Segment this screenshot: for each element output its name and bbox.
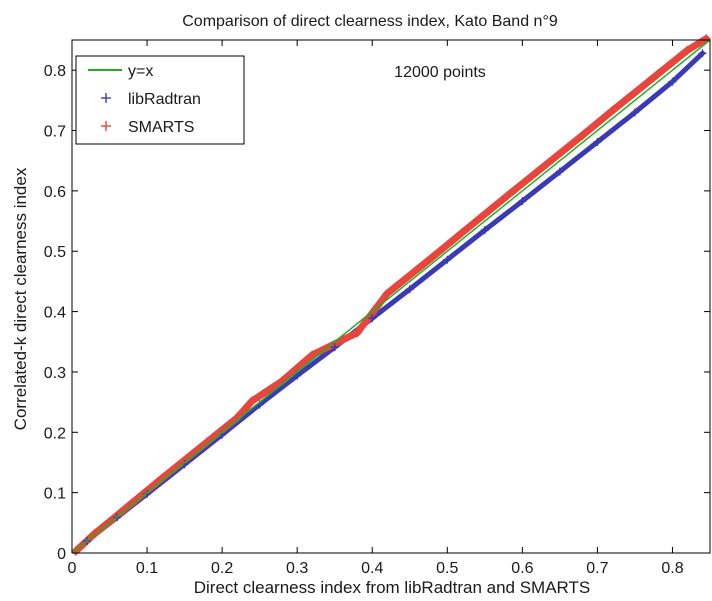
y-axis-label: Correlated-k direct clearness index: [11, 167, 30, 430]
libradtran-point: [368, 314, 377, 323]
y-tick-label: 0: [57, 546, 66, 563]
x-tick-label: 0.2: [211, 560, 233, 577]
smarts-point: [502, 191, 512, 201]
smarts-point: [577, 130, 587, 140]
smarts-point: [427, 252, 437, 262]
y-tick-label: 0.6: [44, 184, 66, 201]
libradtran-point: [480, 226, 489, 235]
legend-label: SMARTS: [128, 119, 194, 136]
libradtran-point: [555, 167, 564, 176]
smarts-point: [457, 228, 467, 238]
x-tick-label: 0.4: [361, 560, 383, 577]
points-annotation: 12000 points: [394, 64, 486, 81]
legend-label: libRadtran: [128, 91, 201, 108]
smarts-point: [682, 45, 692, 55]
reference-line: [71, 39, 711, 554]
legend: y=x libRadtran SMARTS: [75, 55, 245, 145]
smarts-point: [382, 288, 392, 298]
smarts-point: [352, 328, 362, 338]
y-tick-label: 0.5: [44, 244, 66, 261]
y-tick-label: 0.8: [44, 63, 66, 80]
smarts-point: [105, 517, 115, 527]
legend-label: y=x: [128, 63, 153, 80]
x-tick-label: 0.7: [586, 560, 608, 577]
libradtran-point: [518, 197, 527, 206]
y-tick-label: 0.2: [44, 425, 66, 442]
x-tick-label: 0.3: [286, 560, 308, 577]
libradtran-point: [330, 343, 339, 352]
legend-plus-marker: [101, 121, 111, 131]
smarts-point: [532, 167, 542, 177]
plot-layer: 0 0.1 0.2 0.3 0.4 0.5 0.6 0.7 0.8 0 0.1 0.2 0.3 0.4 0.…: [44, 34, 711, 577]
libradtran-point: [668, 77, 677, 86]
smarts-point: [307, 350, 317, 360]
x-tick-label: 0.6: [511, 560, 533, 577]
x-tick-label: 0.5: [436, 560, 458, 577]
legend-plus-marker: [101, 93, 111, 103]
y-tick-label: 0.3: [44, 365, 66, 382]
smarts-point: [247, 396, 257, 406]
chart-title: Comparison of direct clearness index, Ka…: [182, 13, 558, 30]
y-tick-label: 0.1: [44, 486, 66, 503]
libradtran-point: [443, 255, 452, 264]
libradtran-point: [630, 108, 639, 117]
libradtran-point: [593, 137, 602, 146]
y-tick-label: 0.7: [44, 124, 66, 141]
smarts-point: [90, 529, 100, 539]
x-axis-label: Direct clearness index from libRadtran a…: [194, 578, 591, 597]
smarts-point: [71, 546, 81, 556]
libradtran-point: [405, 285, 414, 294]
smarts-point: [652, 69, 662, 79]
libradtran-point: [698, 49, 707, 58]
x-tick-label: 0: [68, 560, 77, 577]
smarts-point: [701, 34, 711, 44]
y-tick-label: 0.4: [44, 305, 66, 322]
x-tick-label: 0.8: [661, 560, 683, 577]
smarts-point: [607, 106, 617, 116]
x-tick-label: 0.1: [136, 560, 158, 577]
plot-frame: [71, 39, 711, 554]
